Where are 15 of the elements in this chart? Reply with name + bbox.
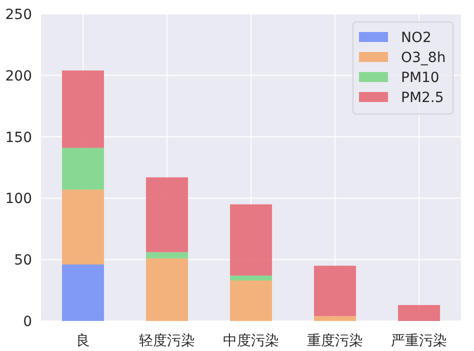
x-tick-label: 严重污染 <box>391 333 447 349</box>
x-tick-label: 良 <box>76 333 90 349</box>
y-tick-label: 50 <box>14 252 32 269</box>
legend-label: NO2 <box>401 30 432 46</box>
y-tick-label: 250 <box>5 7 32 23</box>
legend-label: PM2.5 <box>401 90 444 106</box>
y-tick-label: 100 <box>5 191 32 208</box>
x-tick-label: 轻度污染 <box>139 333 195 349</box>
x-tick-label: 中度污染 <box>223 333 279 349</box>
y-tick-label: 200 <box>5 68 32 84</box>
legend-label: PM10 <box>401 70 440 86</box>
legend-label: O3_8h <box>401 50 446 66</box>
x-tick-label: 重度污染 <box>307 333 363 349</box>
y-tick-label: 0 <box>23 314 32 330</box>
y-tick-label: 150 <box>5 130 32 146</box>
